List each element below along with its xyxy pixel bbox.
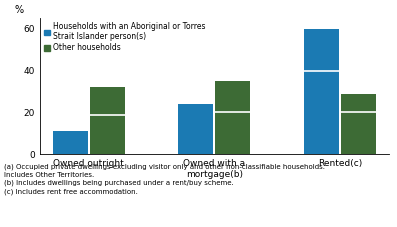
Bar <box>90 115 125 154</box>
Bar <box>341 94 376 112</box>
Bar <box>53 131 88 154</box>
Text: (a) Occupied private dwellings excluding visitor only and other non-classifiable: (a) Occupied private dwellings excluding… <box>4 163 325 195</box>
Bar <box>216 112 251 154</box>
Bar <box>178 104 213 154</box>
Bar <box>304 71 339 154</box>
Bar <box>216 81 251 112</box>
Legend: Households with an Aboriginal or Torres
Strait Islander person(s), Other househo: Households with an Aboriginal or Torres … <box>44 22 205 52</box>
Bar <box>304 29 339 71</box>
Bar <box>90 87 125 115</box>
Y-axis label: %: % <box>14 5 23 15</box>
Bar <box>341 112 376 154</box>
